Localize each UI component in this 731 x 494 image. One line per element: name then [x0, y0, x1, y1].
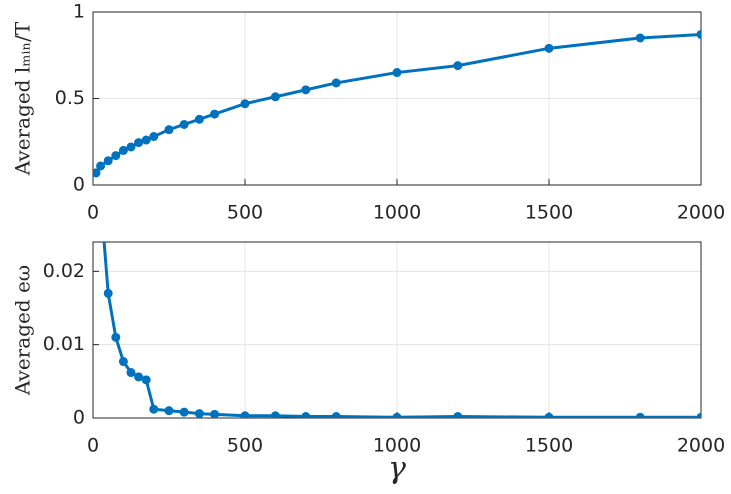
data-point: [301, 85, 311, 95]
data-point: [134, 138, 144, 148]
data-point: [392, 68, 402, 78]
data-point: [164, 125, 174, 135]
data-point: [453, 61, 463, 71]
data-point: [635, 33, 645, 43]
x-tick-label: 1500: [525, 435, 573, 457]
series: [93, 29, 701, 178]
x-tick-label: 1000: [373, 202, 421, 224]
data-point: [240, 99, 250, 109]
x-tick-label: 500: [227, 435, 263, 457]
y-tick-label: 0.02: [43, 260, 85, 282]
y-axis-label: Averaged eω: [11, 265, 35, 396]
data-point: [118, 145, 128, 155]
data-point: [392, 412, 402, 418]
data-point: [93, 168, 101, 178]
y-tick-label: 0: [73, 407, 85, 429]
data-line: [94, 32, 701, 174]
x-tick-label: 500: [227, 202, 263, 224]
data-point: [544, 412, 554, 418]
data-point: [544, 43, 554, 53]
data-point: [240, 411, 250, 418]
data-point: [179, 407, 189, 417]
x-tick-label: 2000: [677, 435, 725, 457]
data-point: [453, 412, 463, 418]
data-point: [126, 368, 136, 378]
data-point: [696, 29, 701, 39]
axes-box: [92, 11, 702, 186]
data-point: [635, 412, 645, 418]
data-point: [103, 288, 113, 298]
x-axis-label: γ: [388, 451, 406, 486]
x-tick-label: 0: [87, 435, 99, 457]
data-point: [270, 411, 280, 418]
data-point: [210, 409, 220, 418]
x-tick-label: 1000: [373, 435, 421, 457]
data-point: [270, 92, 280, 102]
y-axis-label: Averaged lₘᵢₙ/T: [11, 21, 35, 176]
data-point: [179, 119, 189, 129]
data-point: [210, 109, 220, 119]
data-point: [111, 151, 121, 161]
data-point: [194, 409, 204, 418]
data-point: [118, 357, 128, 367]
data-point: [331, 412, 341, 418]
series: [102, 242, 701, 418]
data-point: [141, 135, 151, 145]
data-point: [149, 404, 159, 414]
data-point: [696, 412, 701, 418]
data-point: [111, 332, 121, 342]
data-point: [331, 78, 341, 88]
y-tick-label: 0: [73, 174, 85, 196]
data-point: [149, 132, 159, 142]
data-point: [134, 372, 144, 382]
data-point: [164, 406, 174, 416]
y-tick-label: 0.5: [55, 87, 85, 109]
data-point: [141, 375, 151, 385]
y-tick-label: 1: [73, 1, 85, 23]
data-point: [103, 156, 113, 166]
data-line: [102, 242, 701, 418]
data-point: [96, 161, 106, 171]
x-tick-label: 0: [87, 202, 99, 224]
x-tick-label: 2000: [677, 202, 725, 224]
data-point: [301, 412, 311, 418]
data-point: [194, 114, 204, 124]
y-tick-label: 0.01: [43, 333, 85, 355]
data-point: [126, 142, 136, 152]
x-tick-label: 1500: [525, 202, 573, 224]
